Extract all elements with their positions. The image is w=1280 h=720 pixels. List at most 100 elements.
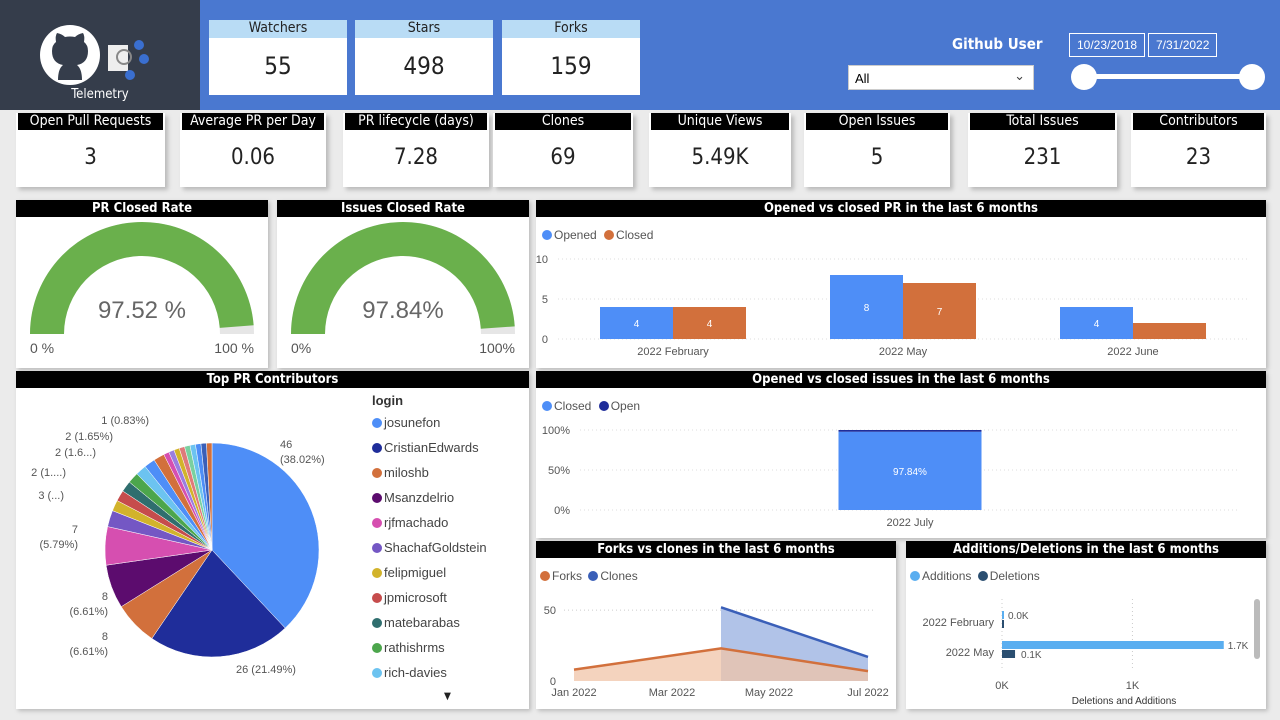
y-tick-label: 2022 May [946, 647, 995, 659]
kpi-card: Open Pull Requests 3 [16, 113, 165, 187]
date-slider-track[interactable] [1082, 74, 1252, 79]
panel-title: Opened vs closed PR in the last 6 months [536, 200, 1266, 217]
kpi-card: PR lifecycle (days) 7.28 [343, 113, 489, 187]
watchers-card: Watchers 55 [209, 20, 347, 95]
pr-bar-chart: 0 5 10 2022 February 4 4 2022 May 8 7 2022 June 4 [536, 254, 1248, 358]
legend-item[interactable]: rathishrms [372, 640, 487, 665]
x-tick-label: Mar 2022 [649, 687, 695, 699]
pie-data-label: 8 [102, 631, 108, 643]
legend-item[interactable]: rjfmachado [372, 515, 487, 540]
date-slider-start-handle[interactable] [1071, 64, 1097, 90]
data-label: 0.0K [1008, 611, 1029, 622]
pie-data-label: 1 (0.83%) [101, 415, 149, 427]
bar-additions [1002, 611, 1004, 619]
panel-title: Opened vs closed issues in the last 6 mo… [536, 371, 1266, 388]
end-date-input[interactable]: 7/31/2022 [1148, 33, 1218, 57]
legend-label: Open [610, 399, 641, 413]
data-label: 97.84% [893, 467, 927, 478]
logo-label: Telemetry [71, 87, 129, 102]
gauge-min: 0 % [30, 340, 54, 356]
legend-label: jpmicrosoft [384, 590, 447, 605]
legend-item[interactable]: rich-davies [372, 665, 487, 690]
gauge-value: 97.84% [362, 297, 443, 324]
kpi-value: 23 [1185, 145, 1212, 170]
legend-item[interactable]: matebarabas [372, 615, 487, 640]
bar-closed [1133, 323, 1206, 339]
x-tick-label: 2022 February [637, 346, 709, 358]
card-value: 159 [550, 52, 592, 80]
legend-item[interactable]: CristianEdwards [372, 440, 487, 465]
legend-dot [372, 568, 382, 578]
data-label: 4 [1094, 319, 1100, 330]
chart-legend: Additions Deletions [910, 569, 1266, 583]
x-tick-label: 2022 May [879, 346, 928, 358]
panel-title: Forks vs clones in the last 6 months [536, 541, 896, 558]
y-tick-label: 50 [544, 605, 556, 617]
bar-closed [903, 283, 976, 339]
kpi-label: Average PR per Day [182, 113, 324, 130]
pie-data-label: 46 [280, 439, 292, 451]
legend-label: rjfmachado [384, 515, 449, 530]
data-label: 8 [864, 303, 870, 314]
legend-item[interactable]: ShachafGoldstein [372, 540, 487, 565]
pr-closed-rate-panel: PR Closed Rate 97.52 % 0 % 100 % [16, 200, 268, 368]
x-tick-label: 1K [1126, 680, 1140, 692]
github-user-dropdown[interactable]: All ⌄ [848, 65, 1034, 90]
legend-item[interactable]: miloshb [372, 465, 487, 490]
y-tick-label: 2022 February [922, 617, 994, 629]
pie-data-label: 26 (21.49%) [236, 664, 296, 676]
legend-dot-forks [540, 571, 550, 581]
legend-label: miloshb [384, 465, 429, 480]
x-tick-label: 2022 July [886, 517, 934, 529]
kpi-value: 69 [550, 145, 576, 170]
legend-item[interactable]: josunefon [372, 415, 487, 440]
forks-card: Forks 159 [502, 20, 640, 95]
legend-label: Deletions [989, 569, 1040, 583]
data-label: 7 [937, 307, 943, 318]
start-date-input[interactable]: 10/23/2018 [1069, 33, 1146, 57]
legend-dot [372, 443, 382, 453]
x-axis-label: Deletions and Additions [1072, 696, 1177, 707]
data-label: 4 [634, 319, 640, 330]
scrollbar[interactable] [1254, 599, 1260, 659]
kpi-label: Open Issues [806, 113, 948, 130]
gauge-value: 97.52 % [98, 297, 186, 324]
data-label: 4 [707, 319, 713, 330]
legend-dot-opened [542, 230, 552, 240]
kpi-label: Unique Views [651, 113, 789, 130]
legend-item[interactable]: jpmicrosoft [372, 590, 487, 615]
kpi-card: Unique Views 5.49K [649, 113, 791, 187]
pr-closed-rate-gauge: 97.52 % 0 % 100 % [30, 221, 254, 356]
bar-opened [600, 307, 673, 339]
legend-dot [372, 643, 382, 653]
legend-dot-clones [588, 571, 599, 581]
card-value: 55 [264, 52, 292, 80]
issues-bar-chart: 0% 50% 100% 2022 July 97.84% [542, 425, 1240, 529]
pie-data-label: 8 [102, 591, 108, 603]
legend-title: login [372, 393, 404, 408]
x-tick-label: 2022 June [1107, 346, 1158, 358]
y-tick-label: 0 [542, 334, 548, 346]
pie-data-label: (6.61%) [69, 646, 108, 658]
date-slider-end-handle[interactable] [1239, 64, 1265, 90]
legend-item[interactable]: felipmiguel [372, 565, 487, 590]
issues-closed-rate-panel: Issues Closed Rate 97.84% 0% 100% [277, 200, 529, 368]
legend-dot [372, 493, 382, 503]
y-tick-label: 5 [542, 294, 548, 306]
y-tick-label: 50% [548, 465, 570, 477]
area-forks [574, 648, 868, 681]
github-user-label: Github User [952, 35, 1043, 53]
issues-opened-closed-panel: Opened vs closed issues in the last 6 mo… [536, 371, 1266, 538]
bar-deletions [1002, 650, 1016, 658]
legend-scroll-down-icon[interactable]: ▼ [444, 691, 451, 702]
gauge-max: 100 % [214, 340, 254, 356]
pie-legend: josunefon CristianEdwards miloshb Msanzdelr… [372, 415, 487, 690]
bar-additions [1002, 641, 1224, 649]
legend-item[interactable]: Msanzdelrio [372, 490, 487, 515]
additions-deletions-bar-chart: 0K 1K Deletions and Additions 2022 February… [922, 599, 1249, 707]
legend-dot [372, 418, 382, 428]
card-label: Watchers [209, 20, 347, 38]
pr-opened-closed-panel: Opened vs closed PR in the last 6 months… [536, 200, 1266, 368]
stars-card: Stars 498 [355, 20, 493, 95]
forks-clones-area-chart: 0 50 Jan 2022 Mar 2022 May 2022 Jul 2022 [544, 605, 889, 699]
